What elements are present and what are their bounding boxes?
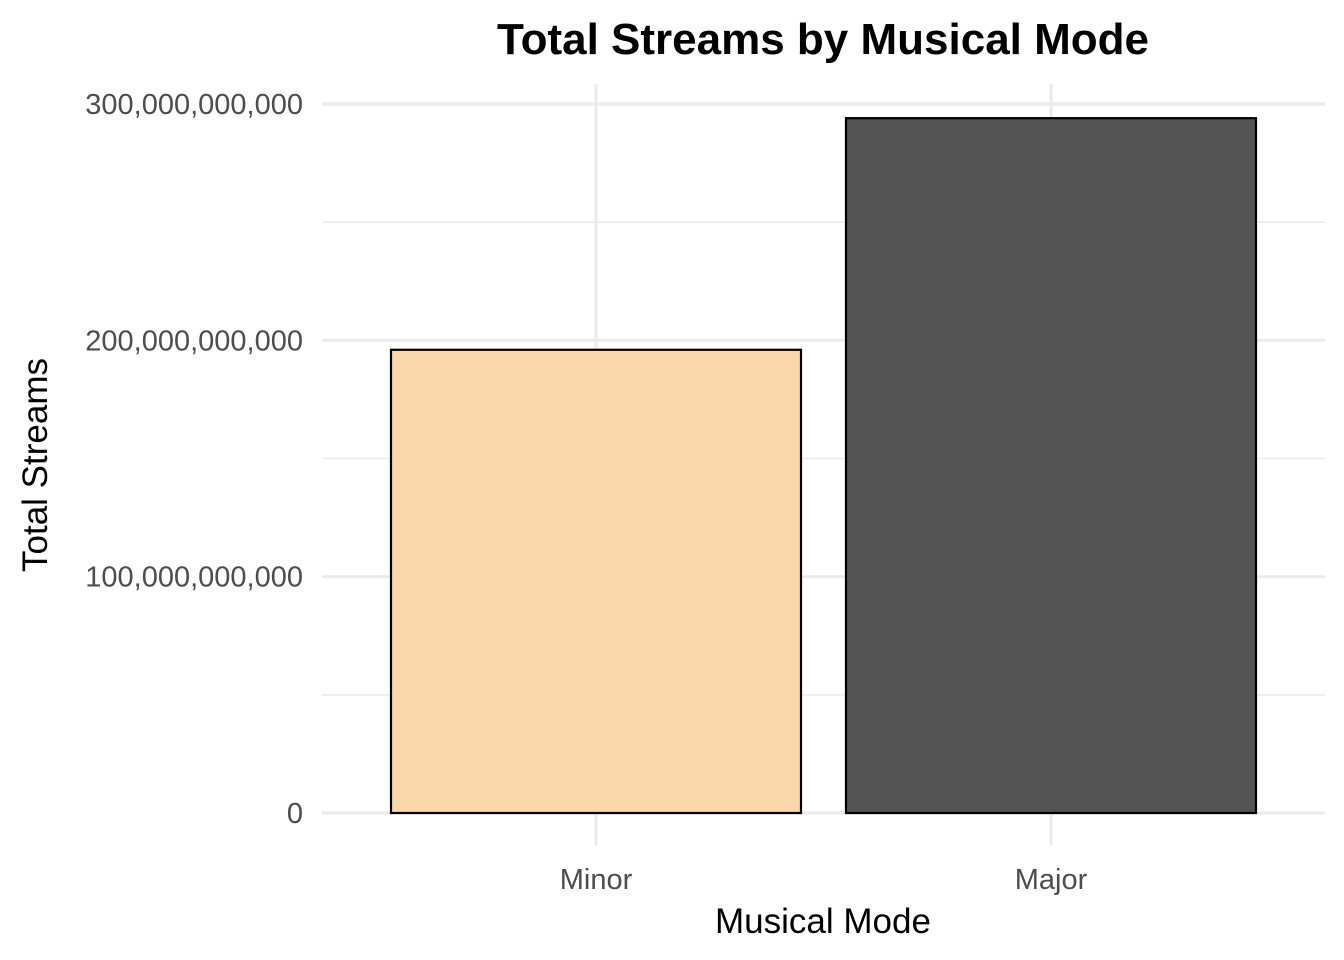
tick-labels: 0 100,000,000,000 200,000,000,000 300,000,0…: [85, 89, 1087, 896]
bar-major: [844, 117, 1258, 815]
x-tick-label: Major: [1015, 864, 1088, 896]
chart-title: Total Streams by Musical Mode: [497, 15, 1149, 64]
bar-minor: [389, 348, 803, 815]
y-axis-title: Total Streams: [16, 358, 55, 572]
x-axis-title: Musical Mode: [715, 902, 931, 941]
y-tick-label: 200,000,000,000: [85, 325, 303, 357]
bars: [389, 117, 1258, 815]
x-tick-label: Minor: [560, 864, 633, 896]
y-tick-label: 0: [287, 798, 303, 830]
y-tick-label: 100,000,000,000: [85, 562, 303, 594]
y-tick-label: 300,000,000,000: [85, 89, 303, 121]
